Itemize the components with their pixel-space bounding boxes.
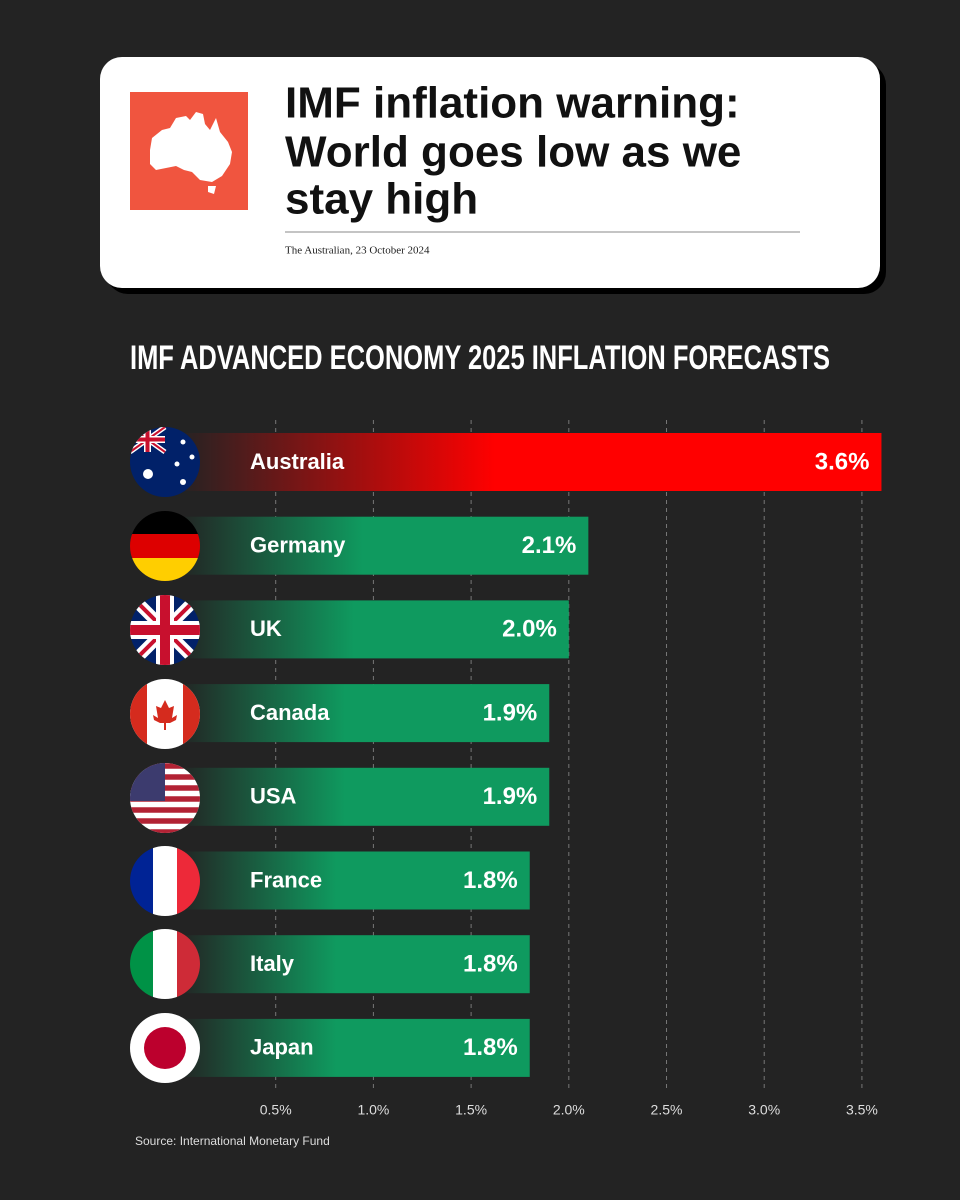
flag-usa bbox=[130, 763, 200, 833]
value-label: 1.8% bbox=[463, 1034, 518, 1061]
category-label: UK bbox=[250, 616, 282, 641]
flag-germany bbox=[130, 511, 200, 581]
x-tick-label: 3.0% bbox=[748, 1102, 780, 1118]
value-label: 1.8% bbox=[463, 867, 518, 894]
x-tick-label: 0.5% bbox=[260, 1102, 292, 1118]
value-label: 2.0% bbox=[502, 616, 557, 643]
headline: World goes low as we bbox=[285, 128, 741, 177]
bar bbox=[178, 600, 569, 659]
chart-title: IMF ADVANCED ECONOMY 2025 INFLATION FORE… bbox=[130, 339, 830, 377]
citation: The Australian, 23 October 2024 bbox=[285, 245, 430, 257]
value-label: 2.1% bbox=[522, 532, 577, 559]
bar bbox=[178, 935, 530, 994]
value-label: 1.9% bbox=[483, 699, 538, 726]
value-label: 3.6% bbox=[815, 448, 870, 475]
category-label: Australia bbox=[250, 449, 345, 474]
bar bbox=[178, 516, 589, 575]
flag-canada bbox=[130, 679, 200, 749]
category-label: Germany bbox=[250, 533, 346, 558]
bar bbox=[178, 1018, 530, 1077]
flags bbox=[130, 427, 200, 1083]
flag-australia bbox=[130, 427, 200, 497]
australia-map bbox=[150, 112, 232, 194]
category-label: Italy bbox=[250, 951, 295, 976]
bar bbox=[178, 767, 550, 826]
flag-uk bbox=[130, 595, 200, 665]
x-tick-label: 1.5% bbox=[455, 1102, 487, 1118]
category-label: Canada bbox=[250, 700, 330, 725]
x-tick-label: 1.0% bbox=[357, 1102, 389, 1118]
category-label: Japan bbox=[250, 1035, 314, 1060]
flag-japan bbox=[130, 1013, 200, 1083]
bar bbox=[178, 433, 882, 491]
plot: 0.5% 1.0% 1.5% 2.0% 2.5% 3.0% 3.5% Australia 3.6… bbox=[178, 420, 882, 1118]
x-tick-label: 2.0% bbox=[553, 1102, 585, 1118]
source: Source: International Monetary Fund bbox=[135, 1134, 330, 1148]
category-label: France bbox=[250, 867, 322, 892]
x-tick-label: 2.5% bbox=[651, 1102, 683, 1118]
bar bbox=[178, 851, 530, 910]
header-card bbox=[100, 57, 880, 288]
bar bbox=[178, 684, 550, 743]
value-label: 1.9% bbox=[483, 783, 538, 810]
headline: IMF inflation warning: bbox=[285, 79, 740, 128]
value-label: 1.8% bbox=[463, 951, 518, 978]
x-tick-label: 3.5% bbox=[846, 1102, 878, 1118]
category-label: USA bbox=[250, 784, 297, 809]
headline: stay high bbox=[285, 175, 478, 224]
